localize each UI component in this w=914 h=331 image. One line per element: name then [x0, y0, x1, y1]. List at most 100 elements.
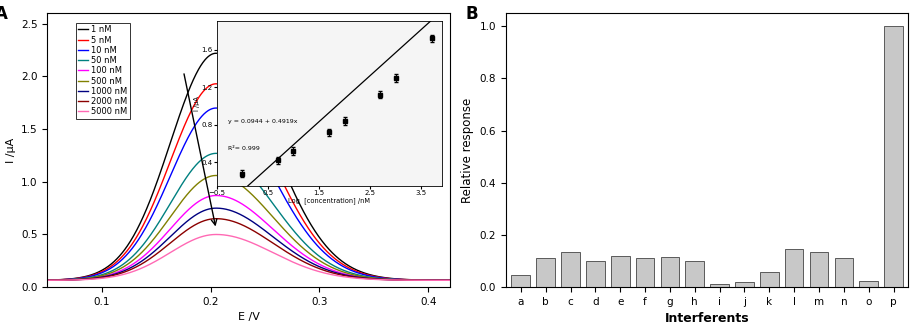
- 5 nM: [289, 204, 300, 208]
- 2000 nM: [302, 261, 313, 265]
- 100 nM: [289, 246, 300, 250]
- 10 nM: [278, 194, 289, 198]
- 1 nM: [278, 167, 289, 171]
- 50 nM: [354, 273, 365, 277]
- 1 nM: [397, 277, 408, 281]
- 50 nM: [289, 230, 300, 234]
- 50 nM: [302, 244, 313, 248]
- 500 nM: [302, 250, 313, 254]
- 2000 nM: [57, 278, 68, 282]
- 2000 nM: [31, 278, 42, 282]
- Bar: [661, 257, 679, 287]
- 1000 nM: [210, 206, 221, 210]
- X-axis label: E /V: E /V: [238, 312, 260, 322]
- 5000 nM: [354, 276, 365, 280]
- 500 nM: [210, 173, 221, 177]
- 1 nM: [455, 278, 466, 282]
- Bar: [785, 249, 803, 287]
- 1000 nM: [31, 278, 42, 282]
- 50 nM: [57, 278, 68, 282]
- 1 nM: [31, 278, 42, 282]
- 5000 nM: [278, 256, 289, 260]
- Bar: [834, 259, 853, 287]
- Bar: [859, 281, 878, 287]
- 50 nM: [455, 278, 466, 282]
- Y-axis label: Relative response: Relative response: [462, 98, 474, 203]
- 5 nM: [397, 277, 408, 281]
- 2000 nM: [354, 276, 365, 280]
- 2000 nM: [289, 255, 300, 259]
- 100 nM: [31, 278, 42, 282]
- Y-axis label: I /μA: I /μA: [5, 138, 16, 163]
- Line: 5000 nM: 5000 nM: [37, 234, 461, 280]
- 5000 nM: [31, 278, 42, 282]
- Line: 2000 nM: 2000 nM: [37, 219, 461, 280]
- 500 nM: [354, 274, 365, 278]
- Line: 1000 nM: 1000 nM: [37, 208, 461, 280]
- 1 nM: [354, 269, 365, 273]
- Line: 100 nM: 100 nM: [37, 196, 461, 280]
- 1000 nM: [455, 278, 466, 282]
- 500 nM: [31, 278, 42, 282]
- 100 nM: [210, 194, 221, 198]
- Bar: [611, 256, 630, 287]
- Bar: [636, 259, 654, 287]
- 5 nM: [210, 82, 221, 86]
- 500 nM: [57, 278, 68, 282]
- 1000 nM: [57, 278, 68, 282]
- Line: 10 nM: 10 nM: [37, 108, 461, 280]
- 2000 nM: [210, 217, 221, 221]
- 5 nM: [278, 182, 289, 186]
- Text: B: B: [465, 5, 478, 23]
- 5000 nM: [57, 278, 68, 282]
- 10 nM: [397, 278, 408, 282]
- 5000 nM: [289, 261, 300, 265]
- X-axis label: Interferents: Interferents: [664, 312, 749, 325]
- 5 nM: [31, 278, 42, 282]
- 500 nM: [455, 278, 466, 282]
- Text: A: A: [0, 5, 8, 23]
- 10 nM: [302, 231, 313, 235]
- 2000 nM: [397, 278, 408, 282]
- 100 nM: [354, 275, 365, 279]
- 50 nM: [210, 151, 221, 155]
- 100 nM: [397, 278, 408, 282]
- Line: 500 nM: 500 nM: [37, 175, 461, 280]
- 2000 nM: [278, 248, 289, 252]
- Bar: [760, 272, 779, 287]
- 10 nM: [455, 278, 466, 282]
- 1000 nM: [302, 259, 313, 263]
- 500 nM: [278, 227, 289, 231]
- 5000 nM: [210, 232, 221, 236]
- 5000 nM: [302, 266, 313, 270]
- 5 nM: [302, 225, 313, 229]
- 10 nM: [289, 213, 300, 216]
- Legend: 1 nM, 5 nM, 10 nM, 50 nM, 100 nM, 500 nM, 1000 nM, 2000 nM, 5000 nM: 1 nM, 5 nM, 10 nM, 50 nM, 100 nM, 500 nM…: [76, 23, 130, 119]
- Line: 50 nM: 50 nM: [37, 153, 461, 280]
- 1000 nM: [354, 275, 365, 279]
- 5 nM: [57, 278, 68, 282]
- 1000 nM: [289, 251, 300, 255]
- 100 nM: [278, 237, 289, 241]
- 1000 nM: [278, 243, 289, 247]
- 10 nM: [354, 271, 365, 275]
- 5 nM: [354, 270, 365, 274]
- Bar: [884, 26, 903, 287]
- Line: 5 nM: 5 nM: [37, 84, 461, 280]
- 1 nM: [302, 216, 313, 220]
- Bar: [710, 284, 728, 287]
- 50 nM: [397, 278, 408, 282]
- 10 nM: [57, 278, 68, 282]
- 500 nM: [397, 278, 408, 282]
- 100 nM: [455, 278, 466, 282]
- Line: 1 nM: 1 nM: [37, 53, 461, 280]
- 1 nM: [289, 192, 300, 196]
- 5000 nM: [455, 278, 466, 282]
- 100 nM: [57, 278, 68, 282]
- 50 nM: [278, 216, 289, 220]
- Bar: [735, 282, 754, 287]
- Bar: [586, 261, 605, 287]
- Bar: [561, 252, 579, 287]
- 100 nM: [302, 255, 313, 259]
- 10 nM: [210, 106, 221, 110]
